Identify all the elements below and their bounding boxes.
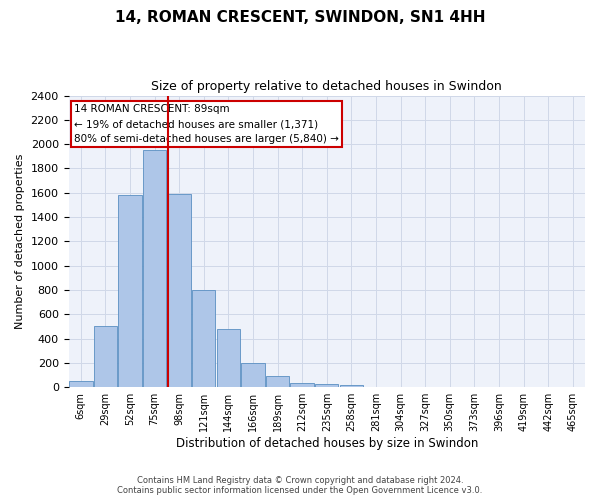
Text: 14 ROMAN CRESCENT: 89sqm
← 19% of detached houses are smaller (1,371)
80% of sem: 14 ROMAN CRESCENT: 89sqm ← 19% of detach…	[74, 104, 338, 144]
Text: Contains HM Land Registry data © Crown copyright and database right 2024.
Contai: Contains HM Land Registry data © Crown c…	[118, 476, 482, 495]
Bar	[290, 383, 314, 387]
Bar	[118, 195, 142, 387]
X-axis label: Distribution of detached houses by size in Swindon: Distribution of detached houses by size …	[176, 437, 478, 450]
Y-axis label: Number of detached properties: Number of detached properties	[15, 154, 25, 329]
Bar	[143, 150, 166, 387]
Bar	[266, 376, 289, 387]
Bar	[241, 363, 265, 387]
Title: Size of property relative to detached houses in Swindon: Size of property relative to detached ho…	[151, 80, 502, 93]
Bar	[69, 381, 92, 387]
Bar	[340, 386, 363, 387]
Bar	[315, 384, 338, 387]
Text: 14, ROMAN CRESCENT, SWINDON, SN1 4HH: 14, ROMAN CRESCENT, SWINDON, SN1 4HH	[115, 10, 485, 25]
Bar	[364, 386, 388, 387]
Bar	[389, 386, 412, 387]
Bar	[217, 329, 240, 387]
Bar	[167, 194, 191, 387]
Bar	[94, 326, 117, 387]
Bar	[192, 290, 215, 387]
